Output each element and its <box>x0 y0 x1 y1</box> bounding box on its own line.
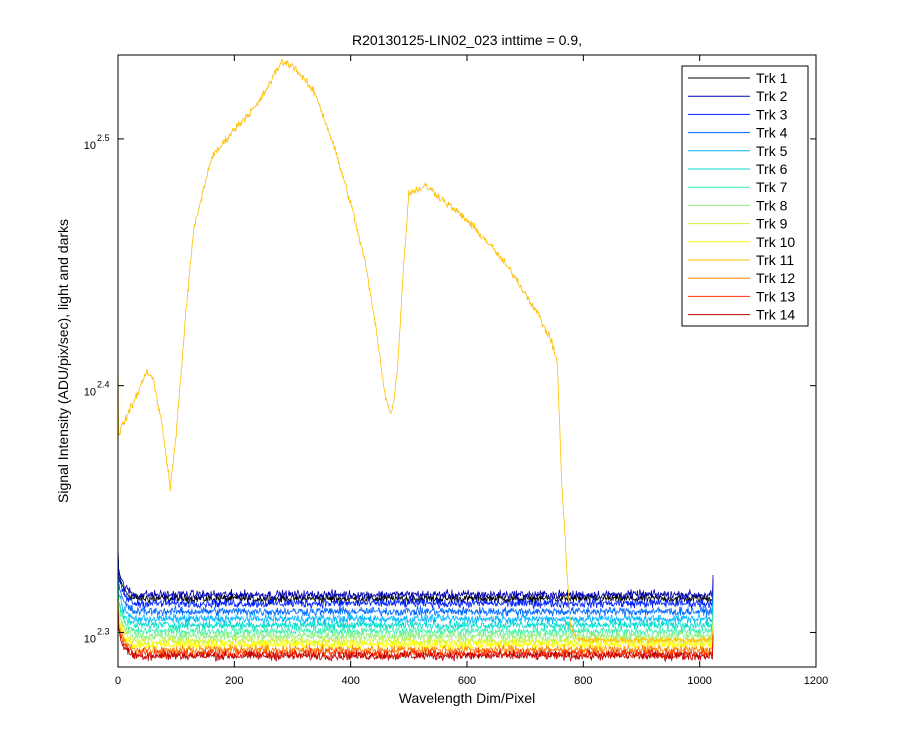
legend-label: Trk 9 <box>756 216 788 232</box>
series-layer <box>118 59 714 663</box>
legend-label: Trk 13 <box>756 288 795 304</box>
legend-label: Trk 11 <box>756 252 794 268</box>
legend-label: Trk 6 <box>756 161 788 177</box>
legend-label: Trk 3 <box>756 106 788 122</box>
legend-label: Trk 14 <box>756 307 795 323</box>
series-line-3 <box>118 553 714 611</box>
legend-label: Trk 5 <box>756 143 788 159</box>
x-tick-label: 600 <box>458 675 476 687</box>
series-line-14 <box>118 606 714 663</box>
x-tick-label: 0 <box>115 675 121 687</box>
series-line-6 <box>118 575 714 632</box>
y-tick-label: 10 <box>84 633 96 645</box>
legend-label: Trk 1 <box>756 70 788 86</box>
x-axis: 0 200 400 600 800 1000 1200 <box>115 55 828 687</box>
y-axis-label: Signal Intensity (ADU/pix/sec), light an… <box>55 219 71 503</box>
series-line-1 <box>118 549 714 606</box>
legend-box <box>681 65 809 327</box>
legend-label: Trk 8 <box>756 197 788 213</box>
series-line-8 <box>118 586 714 643</box>
y-tick-exponent: 2.5 <box>97 133 110 143</box>
legend: Trk 1 Trk 2 Trk 3 Trk 4 Trk 5 Trk 6 Trk 7 Trk 8… <box>681 65 809 327</box>
x-axis-label: Wavelength Dim/Pixel <box>399 690 535 706</box>
series-line-13 <box>118 604 714 660</box>
x-tick-label: 1200 <box>804 675 828 687</box>
x-tick-label: 1000 <box>687 675 711 687</box>
series-line-2 <box>118 545 714 601</box>
legend-label: Trk 10 <box>756 234 795 250</box>
series-line-9 <box>118 591 714 647</box>
y-tick-exponent: 2.4 <box>97 380 110 390</box>
y-tick-label: 10 <box>84 387 96 399</box>
y-tick-exponent: 2.3 <box>97 626 110 636</box>
legend-label: Trk 4 <box>756 125 788 141</box>
series-line-10 <box>118 595 714 651</box>
y-tick-label: 10 <box>84 140 96 152</box>
series-line-7 <box>118 581 714 638</box>
legend-items: Trk 1 Trk 2 Trk 3 Trk 4 Trk 5 Trk 6 Trk 7 Trk 8… <box>688 70 795 323</box>
legend-label: Trk 7 <box>756 179 788 195</box>
legend-label: Trk 2 <box>756 88 788 104</box>
series-line-11 <box>118 59 714 645</box>
chart-title: R20130125-LIN02_023 inttime = 0.9, <box>352 32 582 48</box>
series-line-5 <box>118 569 714 626</box>
x-tick-label: 800 <box>574 675 592 687</box>
x-tick-label: 200 <box>225 675 243 687</box>
legend-label: Trk 12 <box>756 270 795 286</box>
series-line-4 <box>118 562 714 618</box>
x-tick-label: 400 <box>341 675 359 687</box>
